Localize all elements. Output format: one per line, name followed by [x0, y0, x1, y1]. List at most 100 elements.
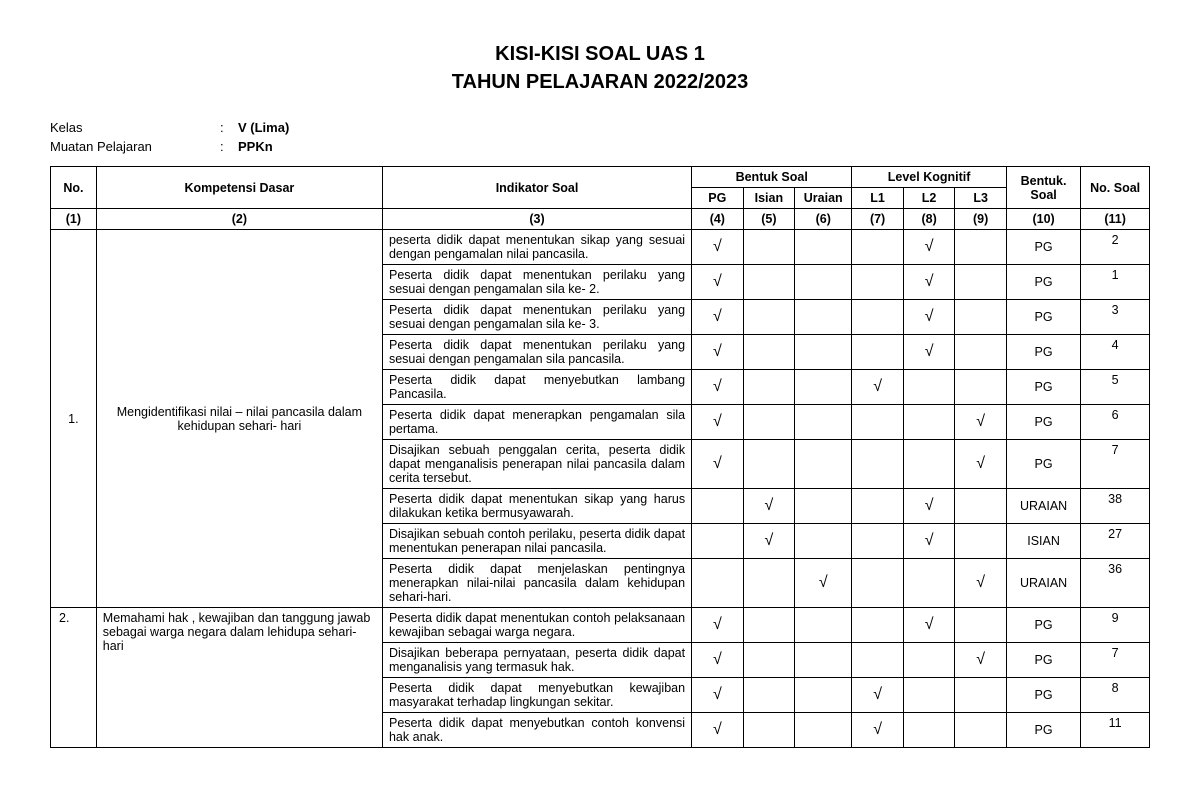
meta-muatan-value: PPKn [238, 139, 273, 154]
cell-bentuk-soal: PG [1006, 405, 1080, 440]
th-bentuk-soal-group: Bentuk Soal [692, 167, 852, 188]
cell-no-soal: 27 [1081, 524, 1150, 559]
cell-no-soal: 6 [1081, 405, 1150, 440]
th-isian: Isian [743, 188, 795, 209]
empty-cell [743, 265, 795, 300]
cell-indikator: Disajikan sebuah penggalan cerita, peser… [382, 440, 691, 489]
empty-cell [955, 300, 1007, 335]
cell-indikator: Peserta didik dapat menyebutkan lambang … [382, 370, 691, 405]
empty-cell [795, 608, 852, 643]
sub-2: (2) [96, 209, 382, 230]
cell-bentuk-soal: PG [1006, 440, 1080, 489]
empty-cell [795, 524, 852, 559]
sub-1: (1) [51, 209, 97, 230]
title-line-1: KISI-KISI SOAL UAS 1 [50, 40, 1150, 68]
th-kompetensi: Kompetensi Dasar [96, 167, 382, 209]
cell-kompetensi: Memahami hak , kewajiban dan tanggung ja… [96, 608, 382, 748]
check-cell: √ [692, 265, 744, 300]
th-bentuk-soal: Bentuk. Soal [1006, 167, 1080, 209]
sub-5: (5) [743, 209, 795, 230]
cell-no-soal: 36 [1081, 559, 1150, 608]
meta-kelas-value: V (Lima) [238, 120, 289, 135]
empty-cell [795, 230, 852, 265]
empty-cell [743, 440, 795, 489]
cell-indikator: Peserta didik dapat menjelaskan pentingn… [382, 559, 691, 608]
check-cell: √ [955, 643, 1007, 678]
cell-bentuk-soal: PG [1006, 713, 1080, 748]
empty-cell [795, 678, 852, 713]
empty-cell [743, 300, 795, 335]
empty-cell [903, 405, 955, 440]
sub-7: (7) [852, 209, 904, 230]
check-cell: √ [692, 678, 744, 713]
empty-cell [955, 265, 1007, 300]
sub-9: (9) [955, 209, 1007, 230]
sub-10: (10) [1006, 209, 1080, 230]
cell-no-soal: 3 [1081, 300, 1150, 335]
check-cell: √ [692, 643, 744, 678]
check-cell: √ [692, 370, 744, 405]
cell-no-soal: 4 [1081, 335, 1150, 370]
cell-no: 1. [51, 230, 97, 608]
check-cell: √ [852, 678, 904, 713]
meta-colon: : [220, 120, 238, 135]
cell-no-soal: 38 [1081, 489, 1150, 524]
empty-cell [955, 524, 1007, 559]
cell-bentuk-soal: PG [1006, 300, 1080, 335]
empty-cell [903, 678, 955, 713]
empty-cell [692, 559, 744, 608]
empty-cell [743, 370, 795, 405]
cell-bentuk-soal: PG [1006, 678, 1080, 713]
empty-cell [955, 489, 1007, 524]
empty-cell [852, 265, 904, 300]
empty-cell [955, 713, 1007, 748]
cell-indikator: peserta didik dapat menentukan sikap yan… [382, 230, 691, 265]
check-cell: √ [852, 370, 904, 405]
check-cell: √ [692, 405, 744, 440]
empty-cell [743, 230, 795, 265]
cell-indikator: Peserta didik dapat menentukan perilaku … [382, 335, 691, 370]
table-row: 2. Memahami hak , kewajiban dan tanggung… [51, 608, 1150, 643]
cell-indikator: Disajikan beberapa pernyataan, peserta d… [382, 643, 691, 678]
sub-3: (3) [382, 209, 691, 230]
empty-cell [795, 643, 852, 678]
empty-cell [795, 335, 852, 370]
empty-cell [903, 559, 955, 608]
empty-cell [743, 678, 795, 713]
empty-cell [903, 713, 955, 748]
th-l1: L1 [852, 188, 904, 209]
meta-kelas-label: Kelas [50, 120, 220, 135]
table-row: 1. Mengidentifikasi nilai – nilai pancas… [51, 230, 1150, 265]
empty-cell [743, 335, 795, 370]
check-cell: √ [903, 300, 955, 335]
check-cell: √ [743, 489, 795, 524]
cell-indikator: Peserta didik dapat menentukan sikap yan… [382, 489, 691, 524]
check-cell: √ [955, 405, 1007, 440]
empty-cell [955, 608, 1007, 643]
meta-colon: : [220, 139, 238, 154]
sub-4: (4) [692, 209, 744, 230]
empty-cell [743, 713, 795, 748]
title-line-2: TAHUN PELAJARAN 2022/2023 [50, 68, 1150, 96]
check-cell: √ [795, 559, 852, 608]
check-cell: √ [743, 524, 795, 559]
empty-cell [852, 230, 904, 265]
cell-bentuk-soal: PG [1006, 370, 1080, 405]
cell-indikator: Peserta didik dapat menentukan perilaku … [382, 300, 691, 335]
check-cell: √ [903, 230, 955, 265]
meta-muatan-label: Muatan Pelajaran [50, 139, 220, 154]
sub-11: (11) [1081, 209, 1150, 230]
cell-no: 2. [51, 608, 97, 748]
cell-kompetensi: Mengidentifikasi nilai – nilai pancasila… [96, 230, 382, 608]
empty-cell [852, 300, 904, 335]
th-level-kognitif-group: Level Kognitif [852, 167, 1007, 188]
th-uraian: Uraian [795, 188, 852, 209]
empty-cell [852, 440, 904, 489]
empty-cell [955, 230, 1007, 265]
sub-8: (8) [903, 209, 955, 230]
table-body: 1. Mengidentifikasi nilai – nilai pancas… [51, 230, 1150, 748]
empty-cell [795, 489, 852, 524]
empty-cell [743, 405, 795, 440]
empty-cell [852, 405, 904, 440]
th-pg: PG [692, 188, 744, 209]
